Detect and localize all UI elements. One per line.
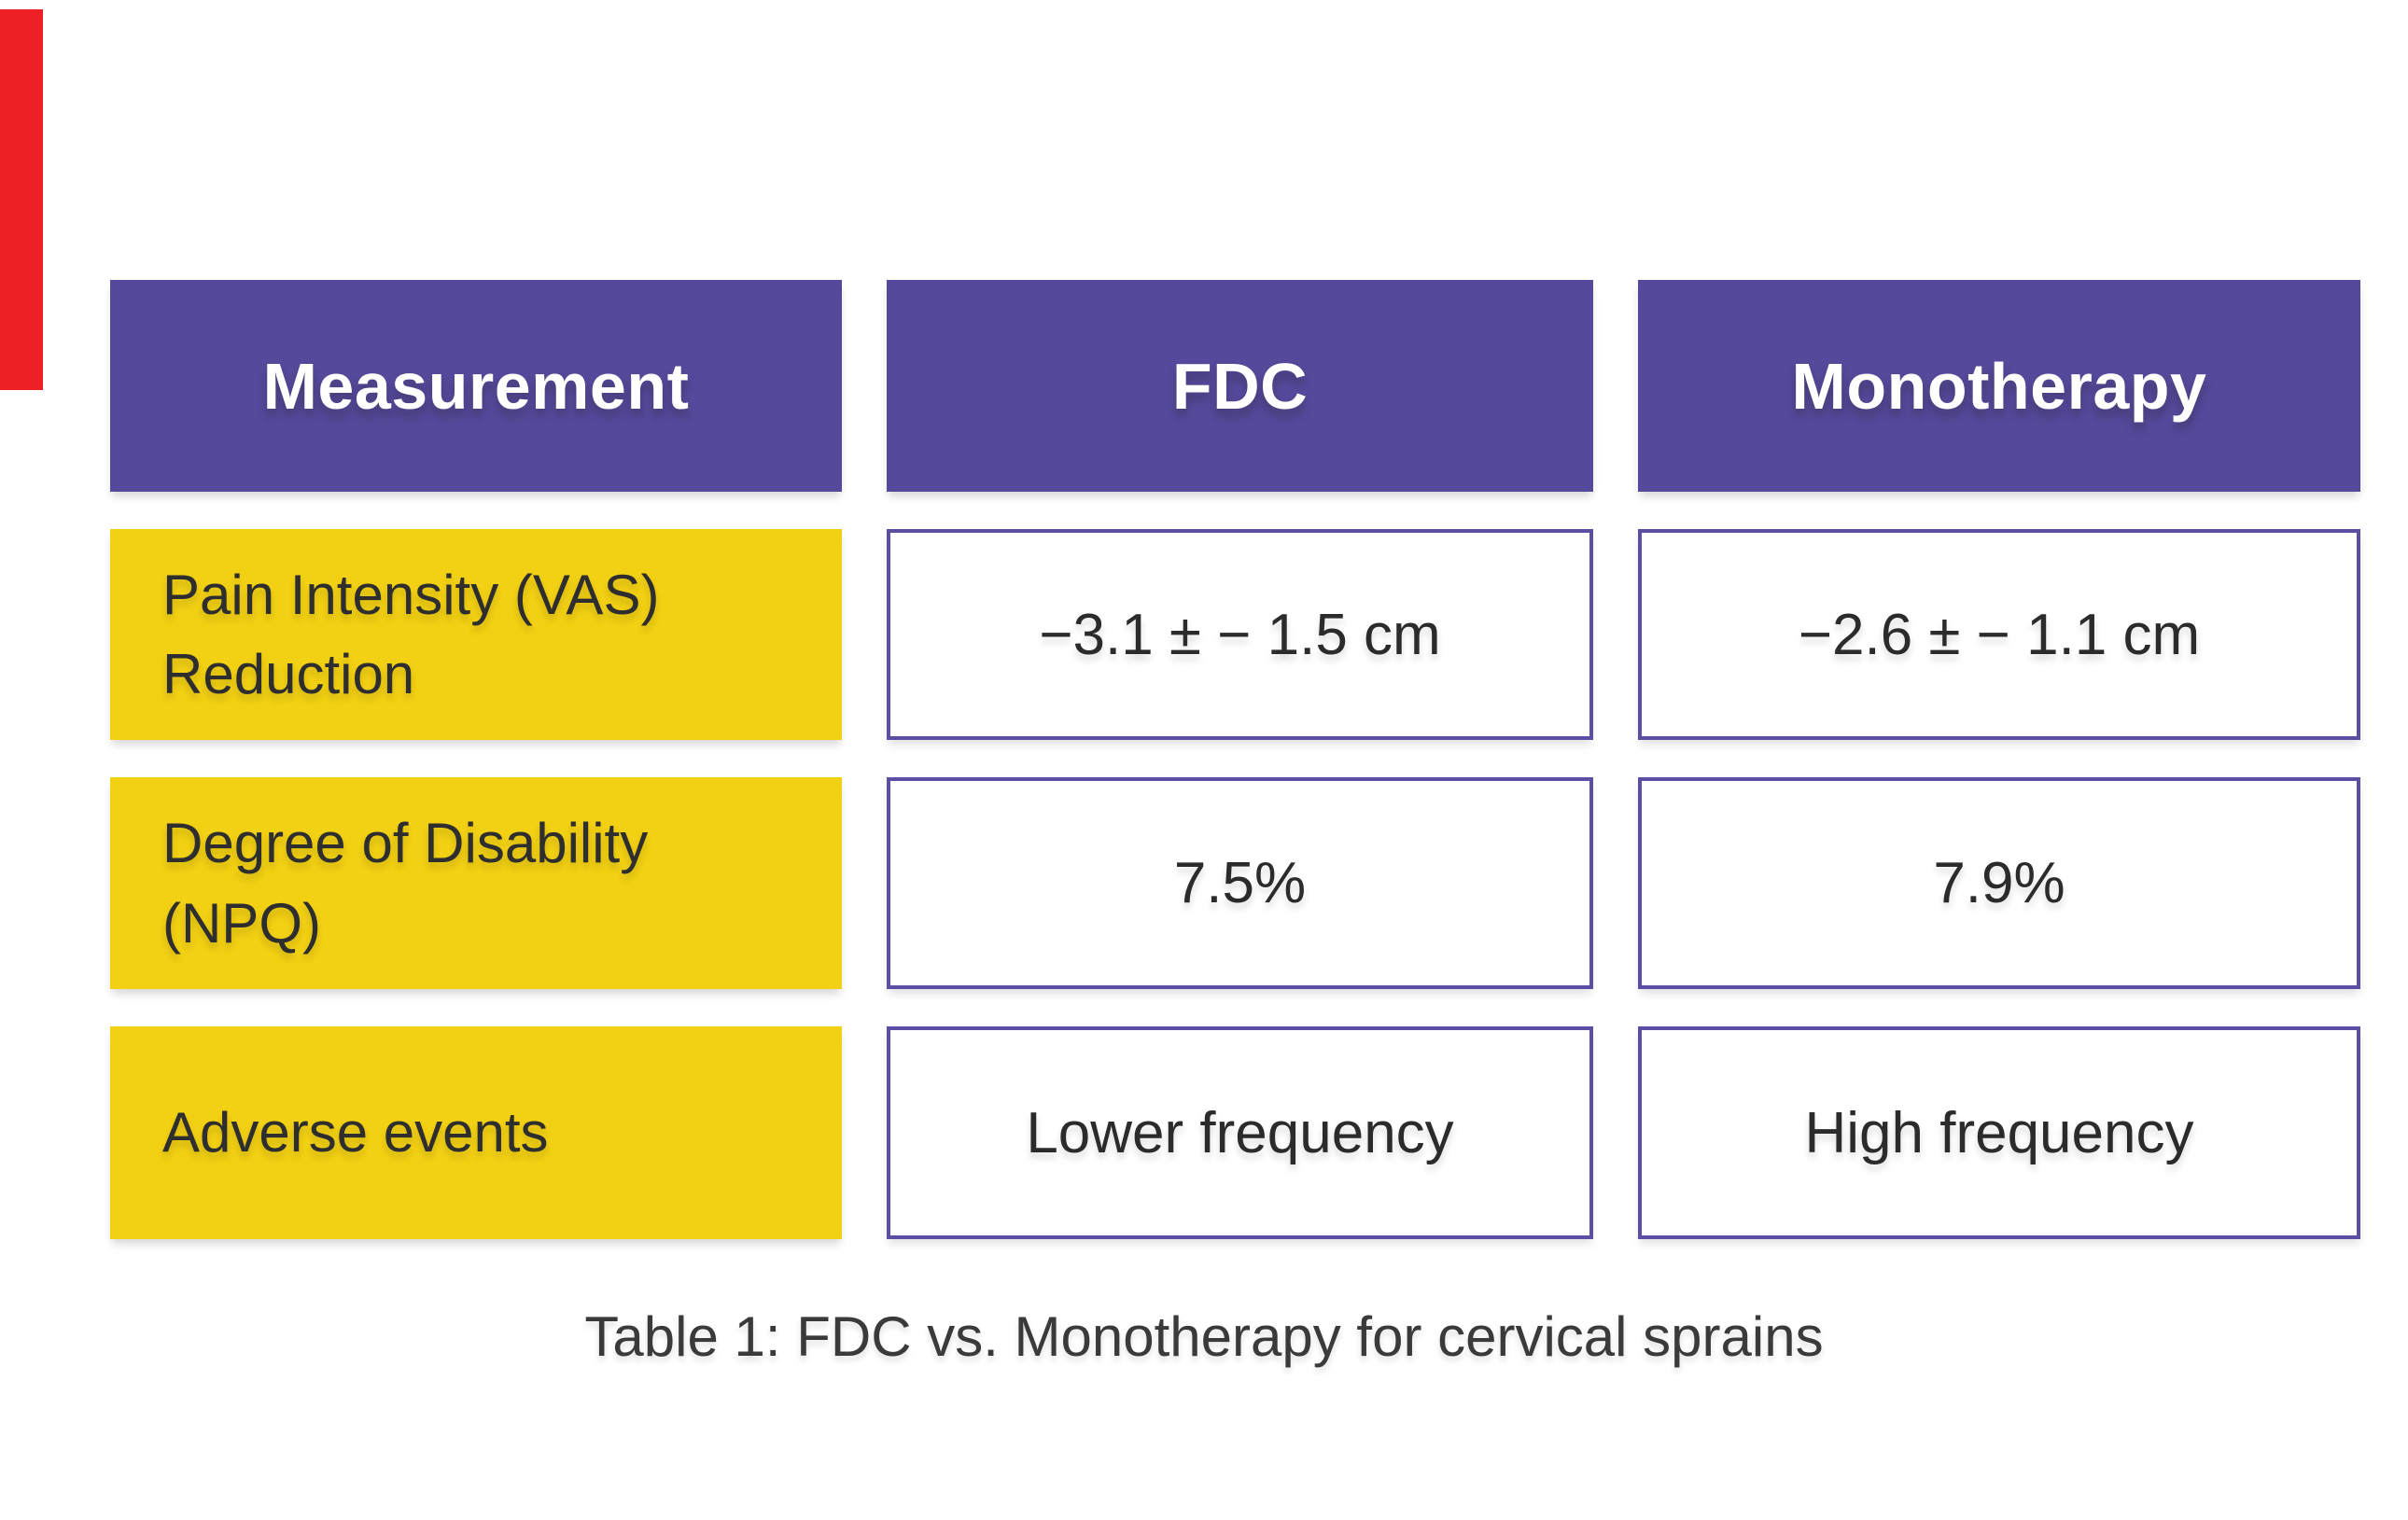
data-cell-degree-of-disability-fdc: 7.5% xyxy=(887,777,1593,989)
data-cell-pain-intensity-fdc: −3.1 ± − 1.5 cm xyxy=(887,529,1593,740)
row-label-adverse-events: Adverse events xyxy=(110,1026,842,1239)
header-cell-fdc: FDC xyxy=(887,280,1593,492)
data-cell-adverse-events-fdc: Lower frequency xyxy=(887,1026,1593,1239)
table-caption: Table 1: FDC vs. Monotherapy for cervica… xyxy=(584,1305,1824,1368)
data-cell-pain-intensity-monotherapy: −2.6 ± − 1.1 cm xyxy=(1638,529,2360,740)
comparison-table: Measurement FDC Monotherapy Pain Intensi… xyxy=(110,280,2360,1239)
data-cell-adverse-events-monotherapy: High frequency xyxy=(1638,1026,2360,1239)
header-cell-monotherapy: Monotherapy xyxy=(1638,280,2360,492)
row-label-degree-of-disability: Degree of Disability (NPQ) xyxy=(110,777,842,989)
data-cell-degree-of-disability-monotherapy: 7.9% xyxy=(1638,777,2360,989)
header-cell-measurement: Measurement xyxy=(110,280,842,492)
row-label-pain-intensity: Pain Intensity (VAS) Reduction xyxy=(110,529,842,740)
red-accent-bar xyxy=(0,9,43,390)
